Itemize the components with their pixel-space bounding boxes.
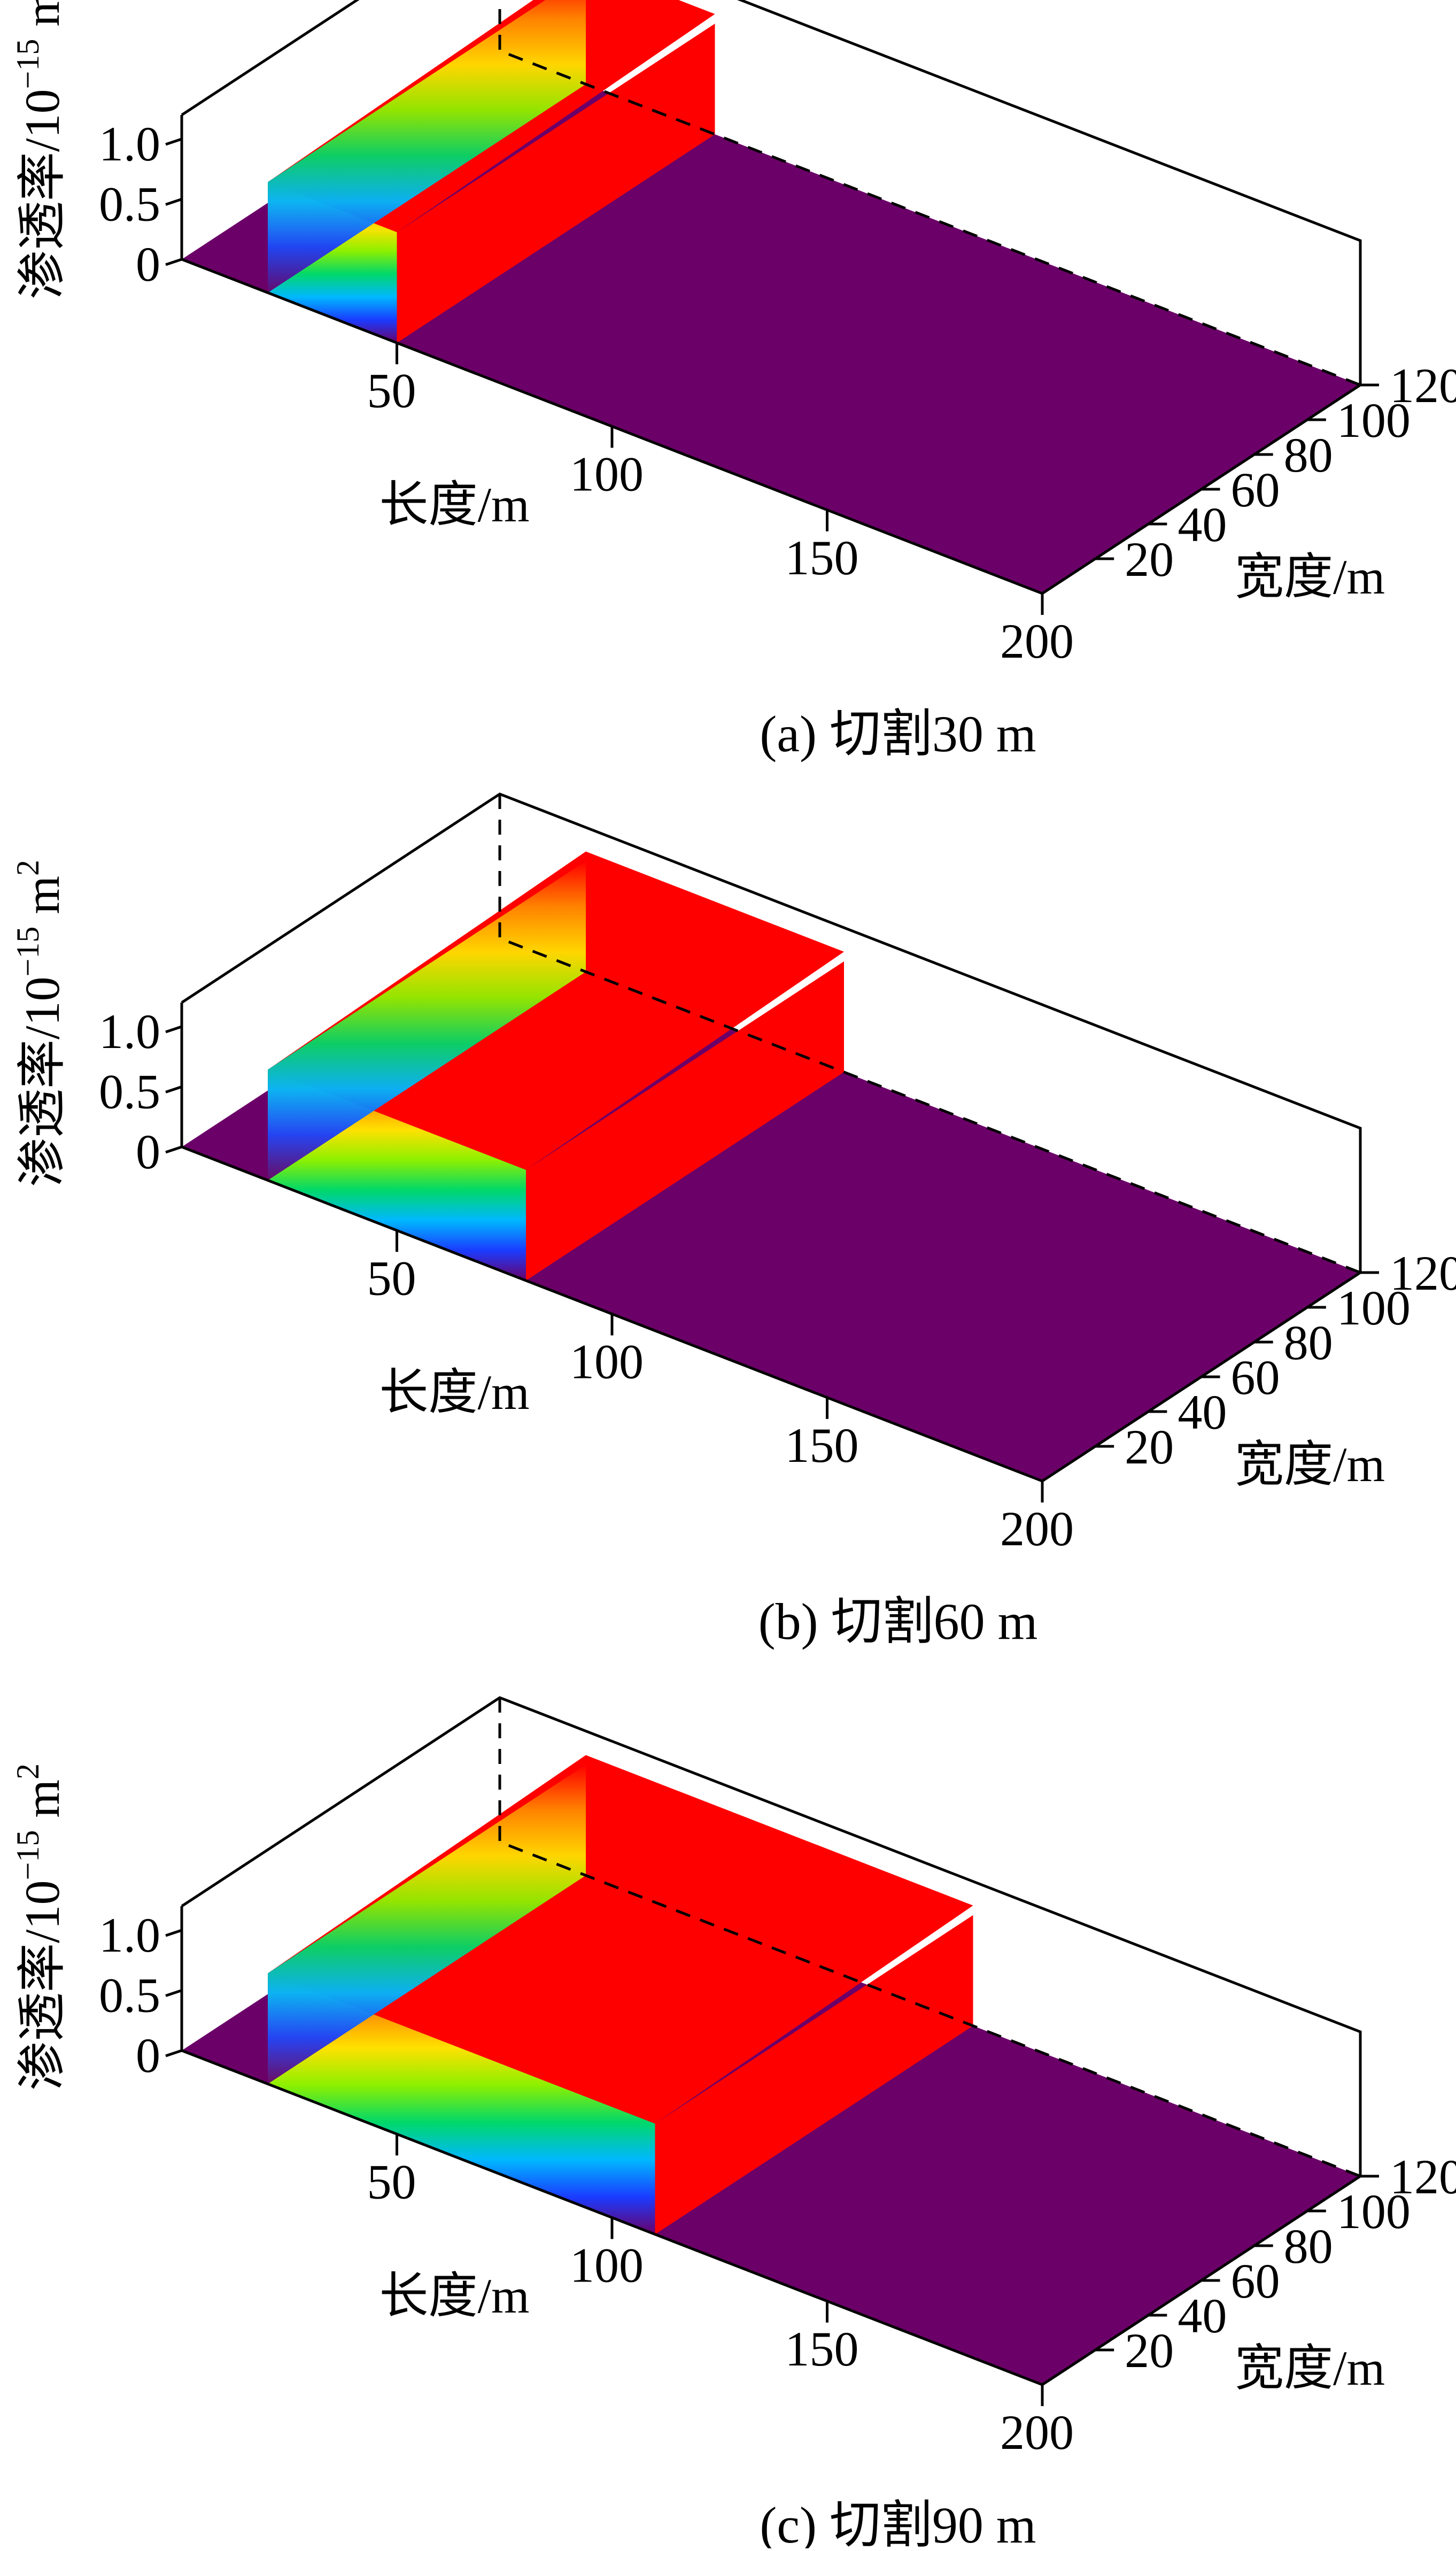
z-tick-label: 0.5: [99, 1065, 160, 1119]
zone-top: [268, 1755, 973, 2124]
y-tick-label: 120: [1390, 2149, 1456, 2204]
x-tick-label: 150: [785, 2322, 859, 2376]
y-tick-label: 120: [1390, 1246, 1456, 1300]
z-axis-label: 渗透率/10−15 m2: [10, 0, 69, 299]
z-label-exponent: −15: [10, 39, 45, 89]
z-label-main: 渗透率/10: [15, 976, 69, 1187]
axis-frame-top: [181, 0, 1362, 385]
axis-frame-top: [181, 1696, 1362, 2176]
y-tick-label: 40: [1178, 1385, 1227, 1439]
x-tick-label: 150: [785, 530, 859, 585]
y-tick-label: 120: [1390, 358, 1456, 413]
x-tick-label: 50: [367, 1251, 416, 1305]
panel-3: 501001502002040608010012000.51.0长度/m宽度/m…: [10, 1696, 1456, 2551]
y-tick-label: 100: [1337, 393, 1411, 448]
z-axis-label: 渗透率/10−15 m2: [10, 860, 69, 1187]
axis-frame-top: [181, 792, 1362, 1273]
z-tick-mark: [165, 1085, 182, 1093]
y-tick-label: 40: [1178, 2288, 1227, 2343]
y-axis-label: 宽度/m: [1235, 550, 1385, 604]
z-tick-mark: [165, 258, 182, 266]
z-tick-mark: [165, 1929, 182, 1937]
x-tick-label: 100: [570, 447, 644, 502]
z-tick-mark: [165, 1025, 182, 1034]
z-label-sup: 2: [10, 1763, 45, 1779]
z-axis-label-text: 渗透率/10−15 m2: [10, 1763, 69, 2091]
y-tick-label: 80: [1284, 1315, 1333, 1370]
y-tick-label: 80: [1284, 428, 1333, 482]
panel-caption: (b) 切割60 m: [758, 1593, 1038, 1650]
y-axis-label: 宽度/m: [1235, 1437, 1385, 1492]
panel-2: 501001502002040608010012000.51.0长度/m宽度/m…: [10, 792, 1456, 1650]
x-axis-label: 长度/m: [379, 1365, 529, 1420]
z-tick-label: 1.0: [99, 117, 160, 171]
x-tick-label: 50: [367, 2154, 416, 2209]
zone-side-face: [268, 861, 586, 1181]
y-axis-label: 宽度/m: [1235, 2341, 1385, 2395]
z-label-sup: 2: [10, 860, 45, 876]
z-tick-label: 0.5: [99, 1968, 160, 2023]
y-tick-label: 60: [1231, 1350, 1280, 1405]
panel-caption: (c) 切割90 m: [760, 2496, 1036, 2548]
y-tick-label: 20: [1125, 1420, 1174, 1474]
z-tick-label: 0: [136, 237, 160, 291]
z-tick-label: 0.5: [99, 177, 160, 232]
z-tick-label: 0: [136, 1124, 160, 1179]
z-label-exponent: −15: [10, 1830, 45, 1881]
x-tick-label: 50: [367, 363, 416, 418]
z-tick-label: 1.0: [99, 1908, 160, 1962]
x-tick-label: 200: [1000, 2405, 1074, 2460]
z-label-unit: m: [15, 876, 69, 927]
y-tick-label: 100: [1337, 2184, 1411, 2239]
z-tick-mark: [165, 1989, 182, 1997]
z-label-unit: m: [15, 1779, 69, 1830]
z-tick-mark: [165, 1145, 182, 1154]
z-axis-label-text: 渗透率/10−15 m2: [10, 860, 69, 1187]
y-tick-label: 60: [1231, 2254, 1280, 2308]
z-axis-label: 渗透率/10−15 m2: [10, 1763, 69, 2091]
z-label-unit: m: [15, 0, 69, 39]
z-label-main: 渗透率/10: [15, 89, 69, 299]
z-tick-label: 0: [136, 2028, 160, 2083]
y-tick-label: 20: [1125, 2323, 1174, 2378]
x-axis-label: 长度/m: [379, 477, 529, 532]
panel-1: 501001502002040608010012000.51.0长度/m宽度/m…: [10, 0, 1456, 762]
x-axis-label: 长度/m: [379, 2269, 529, 2323]
x-tick-label: 200: [1000, 1501, 1074, 1556]
y-tick-label: 40: [1178, 497, 1227, 552]
z-axis-label-text: 渗透率/10−15 m2: [10, 0, 69, 299]
zone-end-wall: [526, 961, 844, 1281]
z-tick-label: 1.0: [99, 1004, 160, 1059]
y-tick-label: 60: [1231, 463, 1280, 517]
y-tick-label: 100: [1337, 1281, 1411, 1335]
x-tick-label: 200: [1000, 614, 1074, 668]
z-tick-mark: [165, 198, 182, 206]
z-label-main: 渗透率/10: [15, 1880, 69, 2091]
z-tick-mark: [165, 2049, 182, 2057]
x-tick-label: 100: [570, 2238, 644, 2293]
zone-side-face: [268, 1764, 586, 2084]
x-tick-label: 100: [570, 1335, 644, 1389]
z-tick-mark: [165, 137, 182, 146]
z-label-exponent: −15: [10, 927, 45, 977]
x-tick-label: 150: [785, 1418, 859, 1473]
zone-side-face: [268, 0, 586, 293]
panel-caption: (a) 切割30 m: [760, 705, 1036, 762]
zone-front-face: [268, 1973, 655, 2234]
y-tick-label: 80: [1284, 2219, 1333, 2273]
y-tick-label: 20: [1125, 532, 1174, 587]
zone-top: [268, 851, 844, 1170]
